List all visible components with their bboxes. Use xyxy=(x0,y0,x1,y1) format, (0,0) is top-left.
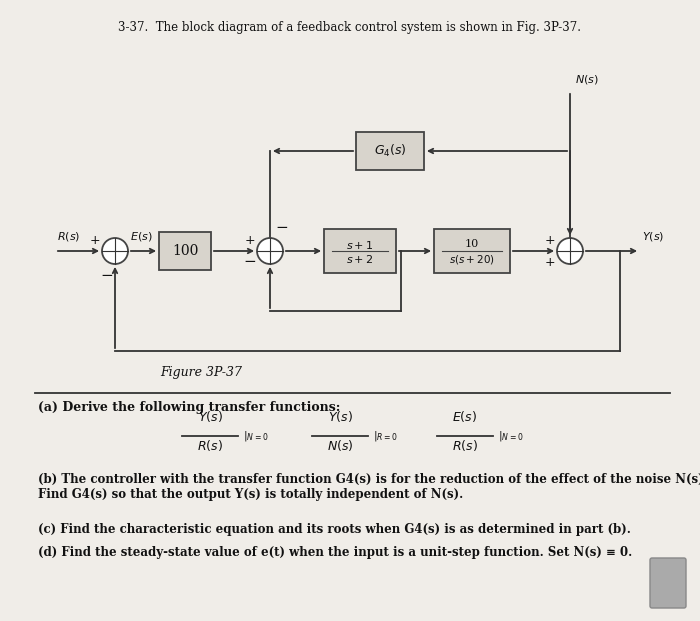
Text: $E(s)$: $E(s)$ xyxy=(452,409,477,424)
Bar xyxy=(159,232,211,270)
Text: +: + xyxy=(545,235,555,248)
Circle shape xyxy=(102,238,128,264)
Text: $\vert_{R=0}$: $\vert_{R=0}$ xyxy=(373,429,398,443)
FancyBboxPatch shape xyxy=(650,558,686,608)
Text: $G_4(s)$: $G_4(s)$ xyxy=(374,143,407,159)
Text: $Y(s)$: $Y(s)$ xyxy=(197,409,223,424)
Text: +: + xyxy=(545,255,555,268)
Text: $N(s)$: $N(s)$ xyxy=(575,73,599,86)
Text: $E(s)$: $E(s)$ xyxy=(130,230,153,243)
Text: (c) Find the characteristic equation and its roots when G4(s) is as determined i: (c) Find the characteristic equation and… xyxy=(38,523,631,536)
Text: (b) The controller with the transfer function G4(s) is for the reduction of the : (b) The controller with the transfer fun… xyxy=(38,473,700,501)
Bar xyxy=(356,132,424,170)
Text: 100: 100 xyxy=(172,244,198,258)
Bar xyxy=(324,229,396,273)
Text: +: + xyxy=(245,235,255,248)
Text: −: − xyxy=(101,268,113,283)
Text: $Y(s)$: $Y(s)$ xyxy=(328,409,352,424)
Text: $R(s)$: $R(s)$ xyxy=(197,438,223,453)
Text: $\vert_{N=0}$: $\vert_{N=0}$ xyxy=(498,429,524,443)
Text: $Y(s)$: $Y(s)$ xyxy=(642,230,664,243)
Bar xyxy=(434,229,510,273)
Text: −: − xyxy=(244,255,256,270)
Text: +: + xyxy=(90,235,100,248)
Text: 3-37.  The block diagram of a feedback control system is shown in Fig. 3P-37.: 3-37. The block diagram of a feedback co… xyxy=(118,21,582,34)
Circle shape xyxy=(257,238,283,264)
Text: $s+1$: $s+1$ xyxy=(346,239,374,251)
Circle shape xyxy=(557,238,583,264)
Text: $R(s)$: $R(s)$ xyxy=(452,438,478,453)
Text: $N(s)$: $N(s)$ xyxy=(327,438,354,453)
Text: $\vert_{N=0}$: $\vert_{N=0}$ xyxy=(243,429,269,443)
Text: Figure 3P-37: Figure 3P-37 xyxy=(160,366,242,379)
Text: $s+2$: $s+2$ xyxy=(346,253,374,265)
Text: $s(s+20)$: $s(s+20)$ xyxy=(449,253,495,266)
Text: (d) Find the steady-state value of e(t) when the input is a unit-step function. : (d) Find the steady-state value of e(t) … xyxy=(38,546,632,559)
Text: (a) Derive the following transfer functions:: (a) Derive the following transfer functi… xyxy=(38,401,340,414)
Text: $R(s)$: $R(s)$ xyxy=(57,230,80,243)
Text: −: − xyxy=(275,220,288,235)
Text: 10: 10 xyxy=(465,239,479,249)
